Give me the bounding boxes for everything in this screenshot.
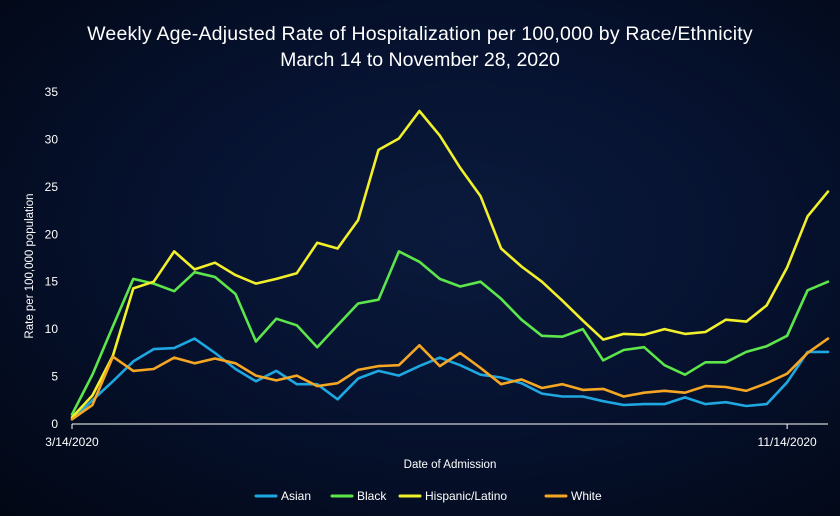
series-line-asian [70,337,830,421]
y-tick-label: 20 [45,227,59,241]
series-layer [70,109,830,421]
series-line-black [70,250,830,416]
legend-label-white: White [571,489,602,503]
y-tick-label: 30 [45,132,59,146]
legend-label-black: Black [357,489,387,503]
y-tick-label: 0 [51,417,58,431]
y-tick-label: 35 [45,85,59,99]
legend: Asian Black Hispanic/Latino White [254,489,602,503]
y-tick-label: 25 [45,180,59,194]
chart-title: Weekly Age-Adjusted Rate of Hospitalizat… [87,23,753,45]
chart-subtitle: March 14 to November 28, 2020 [280,49,560,71]
series-line-white [70,337,830,421]
legend-label-asian: Asian [281,489,311,503]
y-axis-title: Rate per 100,000 population [24,193,36,338]
x-axis: 3/14/2020 11/14/2020 [45,423,828,449]
x-tick-label: 11/14/2020 [758,435,817,449]
y-tick-label: 15 [45,275,59,289]
series-line-hispanic-latino [70,109,830,419]
legend-label-hispanic-latino: Hispanic/Latino [425,489,507,503]
x-axis-title: Date of Admission [404,459,497,471]
x-tick-label: 3/14/2020 [45,435,99,449]
y-tick-label: 5 [51,370,58,384]
y-axis: 0 5 10 15 20 25 30 35 [45,85,59,431]
y-tick-label: 10 [45,322,59,336]
